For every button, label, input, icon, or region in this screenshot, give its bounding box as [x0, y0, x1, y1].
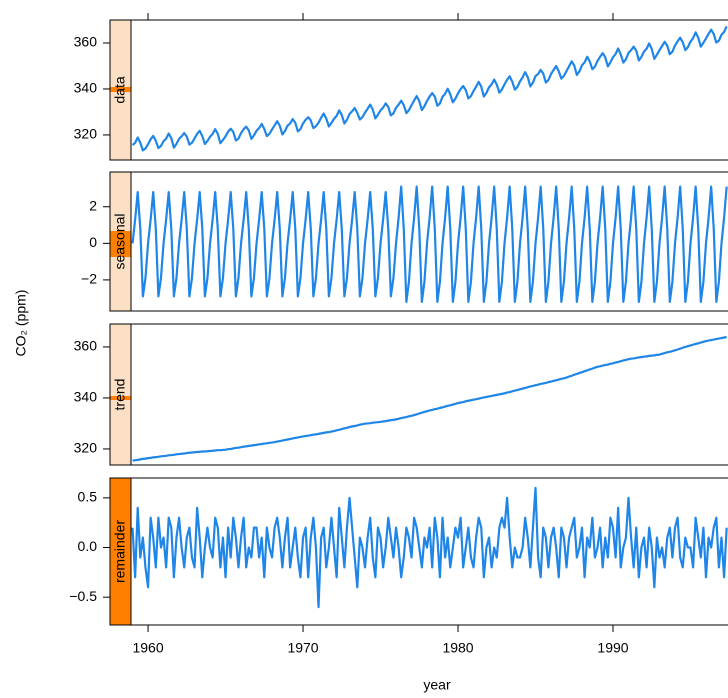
strips	[110, 20, 131, 625]
strip-frame	[109, 477, 132, 626]
strip-label: data	[112, 76, 128, 103]
strip-label: seasonal	[112, 213, 128, 269]
y-tick-label: 320	[74, 126, 98, 142]
y-tick-label: 0	[89, 234, 97, 250]
strip-frame	[109, 323, 132, 466]
strip-indicator	[110, 231, 131, 257]
y-tick-label: −2	[81, 271, 97, 287]
panel-frame	[130, 19, 728, 161]
strip-background	[110, 324, 131, 465]
x-tick-label: 1960	[132, 640, 163, 656]
strip-background	[110, 478, 131, 625]
y-tick-label: 340	[74, 389, 98, 405]
y-tick-label: −0.5	[69, 588, 97, 604]
strip-frame	[109, 19, 132, 161]
strip-label: remainder	[112, 520, 128, 583]
strip-label: trend	[112, 379, 128, 411]
series-line	[132, 335, 727, 462]
y-tick-label: 0.5	[78, 489, 98, 505]
y-tick-label: 0.0	[78, 538, 98, 554]
panel-frame	[130, 323, 728, 466]
series-line	[131, 25, 728, 152]
x-tick-label: 1990	[597, 640, 628, 656]
strip-frame	[109, 171, 132, 312]
x-tick-label: 1980	[442, 640, 473, 656]
y-tick-label: 2	[89, 197, 97, 213]
series-line	[131, 185, 728, 303]
y-tick-label: 320	[74, 440, 98, 456]
strip-indicator	[110, 396, 131, 400]
y-axis-label: CO₂ (ppm)	[13, 290, 29, 357]
strip-indicator	[110, 87, 131, 92]
series-line	[131, 486, 728, 609]
x-tick-label: 1970	[287, 640, 318, 656]
y-tick-label: 340	[74, 80, 98, 96]
x-axis-label: year	[423, 677, 451, 693]
y-tick-label: 360	[74, 34, 98, 50]
y-tick-label: 360	[74, 338, 98, 354]
